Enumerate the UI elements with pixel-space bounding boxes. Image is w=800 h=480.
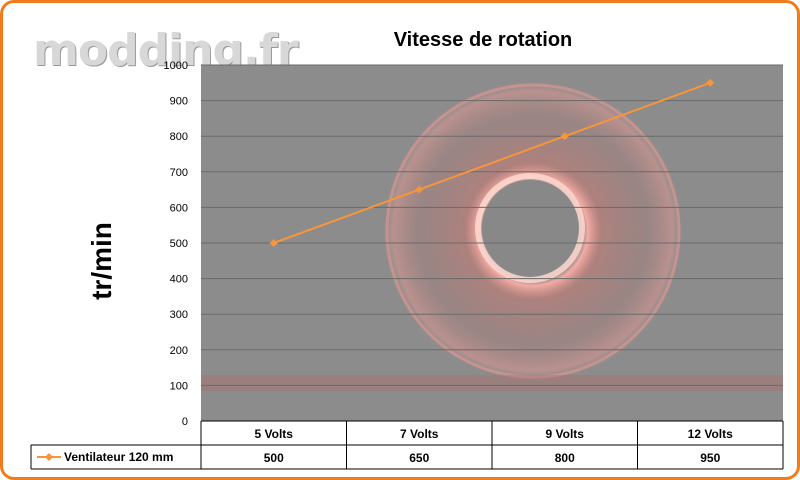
y-axis-ticks: 0 100 200 300 400 500 600 700 800 900 1000 bbox=[164, 60, 188, 428]
y-tick-label: 400 bbox=[170, 274, 188, 286]
series-line bbox=[269, 78, 715, 247]
data-value-label: 950 bbox=[700, 451, 720, 465]
series-line-path bbox=[273, 81, 711, 244]
y-tick-label: 0 bbox=[182, 416, 188, 428]
y-tick-label: 700 bbox=[170, 167, 188, 179]
y-axis-label: tr/min bbox=[86, 222, 117, 300]
data-point-marker bbox=[269, 239, 278, 247]
x-category-label: 5 Volts bbox=[255, 427, 294, 441]
y-tick-label: 800 bbox=[170, 131, 188, 143]
legend-series-label: Ventilateur 120 mm bbox=[64, 450, 173, 464]
y-tick-label: 900 bbox=[170, 96, 188, 108]
y-tick-label: 1000 bbox=[164, 60, 188, 72]
data-value-label: 650 bbox=[409, 451, 429, 465]
x-category-label: 12 Volts bbox=[688, 427, 733, 441]
fan-rim bbox=[385, 83, 681, 379]
y-tick-label: 500 bbox=[170, 238, 188, 250]
y-tick-label: 600 bbox=[170, 202, 188, 214]
gridlines bbox=[201, 64, 783, 386]
y-tick-label: 200 bbox=[170, 345, 188, 357]
chart-title: Vitesse de rotation bbox=[393, 29, 573, 51]
data-table: 5 Volts 7 Volts 9 Volts 12 Volts 500 650 800 95… bbox=[30, 421, 784, 470]
data-value-label: 800 bbox=[555, 451, 575, 465]
data-value-label: 500 bbox=[264, 451, 284, 465]
legend-marker bbox=[45, 453, 53, 461]
data-point-marker bbox=[706, 78, 715, 87]
data-point-marker bbox=[560, 132, 569, 141]
data-point-marker bbox=[415, 185, 424, 194]
floor-reflection bbox=[201, 375, 783, 391]
fan-hub bbox=[482, 180, 578, 276]
fan-background-image bbox=[201, 79, 783, 391]
y-tick-label: 100 bbox=[170, 380, 188, 392]
x-category-label: 7 Volts bbox=[400, 427, 439, 441]
fan-hub-ring bbox=[475, 173, 585, 283]
y-tick-label: 300 bbox=[170, 309, 188, 321]
x-category-label: 9 Volts bbox=[546, 427, 585, 441]
